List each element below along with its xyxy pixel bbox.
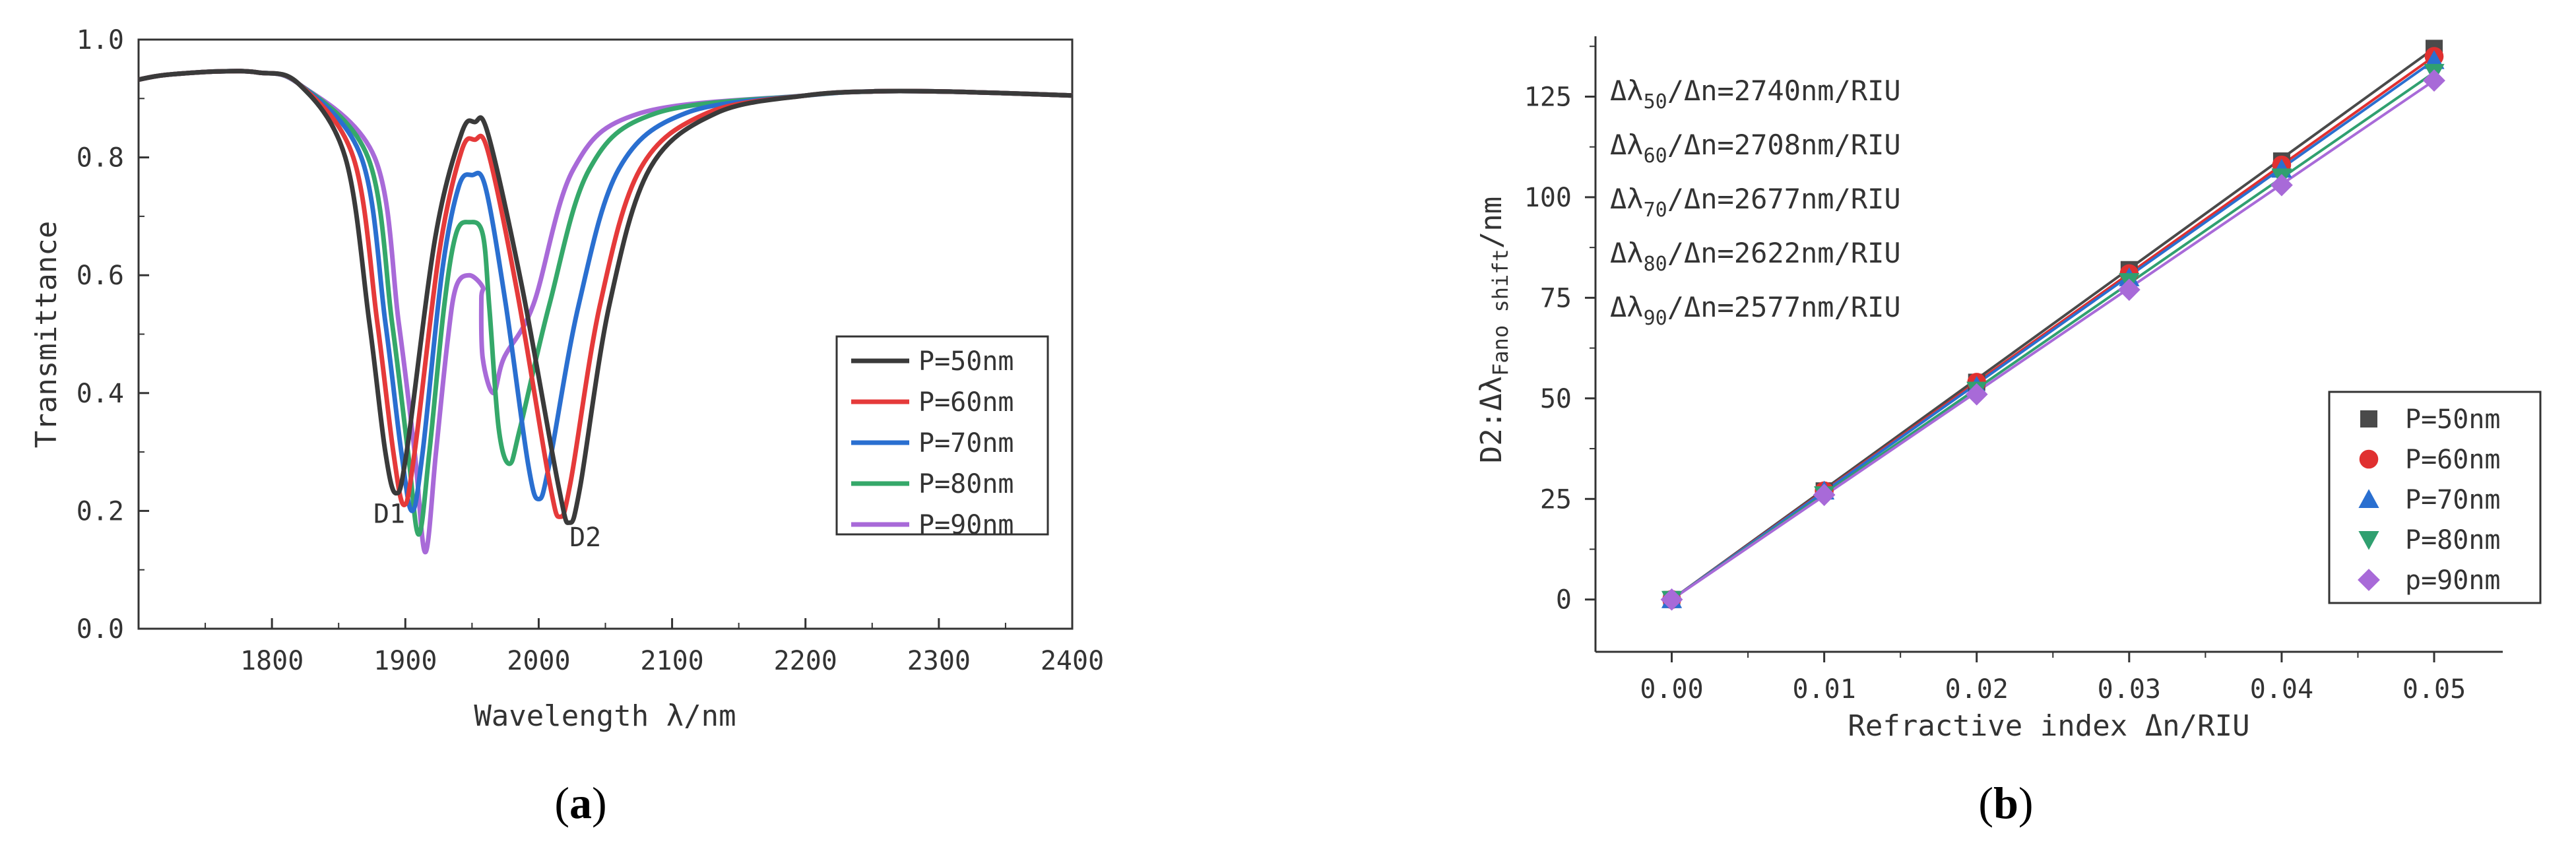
panel-a-x-axis-label: Wavelength λ/nm	[474, 699, 736, 733]
legend-marker-triangle-up	[2358, 489, 2379, 508]
legend-marker-diamond	[2358, 569, 2380, 591]
panel-b-subfigure-label: (b)	[1978, 778, 2033, 828]
legend-marker-triangle-down	[2358, 531, 2379, 550]
data-point-diamond	[1813, 484, 1836, 507]
legend-label: P=90nm	[918, 510, 1014, 540]
legend-label: P=70nm	[2405, 485, 2501, 515]
panel-b-sensitivity-labels: Δλ50/Δn=2740nm/RIU Δλ60/Δn=2708nm/RIU Δλ70…	[1610, 75, 1901, 330]
panel-b-y-axis-label: D2:ΔλFano shift/nm	[1475, 197, 1513, 464]
data-point-diamond	[2117, 278, 2141, 301]
panel-b-y-tick-label: 0	[1556, 585, 1572, 616]
legend-label: P=50nm	[918, 346, 1014, 377]
series-line-p-50nm	[138, 69, 1073, 525]
panel-b-sensitivity-chart: 0.00 0.01 0.02 0.03 0.04 0.05 0 25 50 75 100 125 Δλ…	[1475, 36, 2542, 828]
annotation-d1: D1	[373, 499, 405, 529]
legend-label: p=90nm	[2405, 565, 2501, 596]
sensitivity-label: Δλ80/Δn=2622nm/RIU	[1610, 237, 1901, 276]
legend-label: P=70nm	[918, 428, 1014, 459]
panel-b-markers	[1660, 40, 2445, 611]
panel-a-x-tick-label: 1800	[240, 646, 304, 676]
panel-b-x-tick-label: 0.01	[1792, 674, 1855, 705]
panel-b-x-axis-label: Refractive index Δn/RIU	[1848, 709, 2249, 743]
panel-b-ticks: 0.00 0.01 0.02 0.03 0.04 0.05 0 25 50 75 100 125	[1524, 46, 2466, 705]
panel-a-y-tick-label: 1.0	[77, 25, 124, 55]
panel-a-y-tick-label: 0.8	[77, 143, 124, 174]
panel-a-curves	[138, 69, 1073, 555]
panel-a-transmittance-chart: 1800 1900 2000 2100 2200 2300 2400 0.0 0.2 0.4 0.6…	[30, 25, 1104, 828]
panel-a-y-axis-label: Transmittance	[30, 221, 63, 448]
panel-a-legend: P=50nm P=60nm P=70nm P=80nm P=90nm	[835, 335, 1049, 540]
panel-a-y-tick-label: 0.2	[77, 496, 124, 526]
legend-label: P=60nm	[918, 387, 1014, 418]
legend-label: P=80nm	[918, 469, 1014, 499]
panel-a-subfigure-label: (a)	[554, 778, 606, 828]
panel-a-x-tick-label: 2000	[507, 646, 570, 676]
panel-b-y-tick-label: 100	[1524, 183, 1572, 213]
panel-a-x-tick-label: 2100	[640, 646, 703, 676]
panel-a-x-tick-label: 1900	[373, 646, 437, 676]
panel-b-x-tick-label: 0.05	[2402, 674, 2466, 705]
legend-label: P=80nm	[2405, 525, 2501, 555]
sensitivity-label: Δλ50/Δn=2740nm/RIU	[1610, 75, 1901, 113]
fit-line	[1671, 79, 2435, 601]
panel-b-x-tick-label: 0.03	[2098, 674, 2161, 705]
panel-b-x-tick-label: 0.02	[1945, 674, 2009, 705]
panel-b-y-tick-label: 25	[1540, 484, 1572, 515]
panel-a-y-tick-label: 0.6	[77, 261, 124, 291]
legend-label: P=60nm	[2405, 445, 2501, 475]
panel-b-y-tick-label: 125	[1524, 82, 1572, 112]
sensitivity-label: Δλ90/Δn=2577nm/RIU	[1610, 291, 1901, 330]
data-point-diamond	[2423, 69, 2445, 92]
panel-b-x-tick-label: 0.04	[2250, 674, 2313, 705]
panel-b-x-tick-label: 0.00	[1640, 674, 1703, 705]
data-point-diamond	[1660, 588, 1683, 611]
panel-a-y-tick-label: 0.0	[77, 614, 124, 645]
panel-a-x-tick-label: 2400	[1041, 646, 1104, 676]
panel-b-fit-lines	[1671, 47, 2435, 601]
panel-a-ticks: 1800 1900 2000 2100 2200 2300 2400 0.0 0.2 0.4 0.6…	[77, 25, 1104, 676]
legend-label: P=50nm	[2405, 404, 2501, 435]
sensitivity-label: Δλ60/Δn=2708nm/RIU	[1610, 129, 1901, 168]
panel-a-legend-box	[835, 335, 1049, 536]
panel-b-y-tick-label: 75	[1540, 283, 1572, 313]
panel-a-y-tick-label: 0.4	[77, 379, 124, 409]
sensitivity-label: Δλ70/Δn=2677nm/RIU	[1610, 183, 1901, 222]
data-point-diamond	[2270, 174, 2293, 197]
legend-marker-square	[2360, 410, 2377, 428]
data-point-diamond	[1965, 383, 1988, 406]
annotation-d2: D2	[569, 522, 601, 553]
panel-b-y-tick-label: 50	[1540, 384, 1572, 414]
legend-marker-circle	[2359, 449, 2379, 469]
panel-a-x-tick-label: 2300	[907, 646, 971, 676]
panel-a-x-tick-label: 2200	[774, 646, 837, 676]
fit-line	[1671, 59, 2435, 601]
panel-b-legend: P=50nm P=60nm P=70nm P=80nm p=90nm	[2328, 391, 2542, 604]
